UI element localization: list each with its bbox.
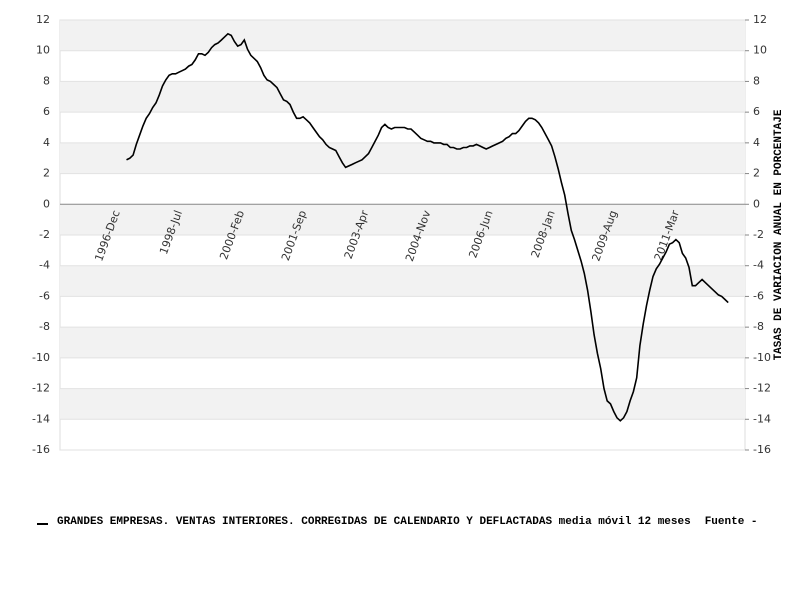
grid-band (60, 388, 745, 420)
y-tick-label: 0 (43, 197, 50, 210)
grid-band (60, 81, 745, 113)
legend-label: GRANDES EMPRESAS. VENTAS INTERIORES. COR… (57, 516, 691, 528)
line-series (126, 32, 729, 422)
y2-tick-label: -14 (753, 412, 771, 425)
y2-tick-label: -6 (753, 289, 764, 302)
y2-tick-label: 4 (753, 136, 760, 149)
y-tick-label: -12 (32, 382, 50, 395)
plot: -16 -14 -12 -10 -8 -6 -4 -2 0 2 4 6 8 10 12 -16 -14 -12 -1… (32, 13, 771, 528)
grid-band (60, 142, 745, 174)
y-tick-label: -6 (39, 289, 50, 302)
y-tick-label: 6 (43, 105, 50, 118)
y-tick-label: -8 (39, 320, 50, 333)
y2-tick-label: -16 (753, 443, 771, 456)
grid-band (60, 20, 745, 51)
y-tick-label: 12 (36, 13, 50, 26)
y-tick-label: 2 (43, 167, 50, 180)
y2-tick-label: -10 (753, 351, 771, 364)
y2-tick-label: -12 (753, 382, 771, 395)
y2-tick-label: 0 (753, 197, 760, 210)
grid-band (60, 327, 745, 358)
y2-axis-label: TASAS DE VARIACION ANUAL EN PORCENTAJE (773, 109, 785, 360)
y-tick-label: -14 (32, 412, 50, 425)
y-tick-label: -4 (39, 259, 50, 272)
y2-tick-label: 8 (753, 74, 760, 87)
y2-tick-label: -2 (753, 228, 764, 241)
source-label: Fuente - (705, 516, 758, 528)
grid-band (60, 265, 745, 297)
y-tick-label: -2 (39, 228, 50, 241)
grid-band (60, 204, 745, 235)
y-tick-label: 8 (43, 74, 50, 87)
y2-tick-label: 6 (753, 105, 760, 118)
y2-tick-label: 2 (753, 167, 760, 180)
y-tick-label: 10 (36, 44, 50, 57)
y2-tick-label: 12 (753, 13, 767, 26)
y-tick-label: 4 (43, 136, 50, 149)
y-tick-label: -16 (32, 443, 50, 456)
y2-tick-label: -4 (753, 259, 764, 272)
y-tick-label: -10 (32, 351, 50, 364)
y2-tick-label: 10 (753, 44, 767, 57)
y2-tick-label: -8 (753, 320, 764, 333)
